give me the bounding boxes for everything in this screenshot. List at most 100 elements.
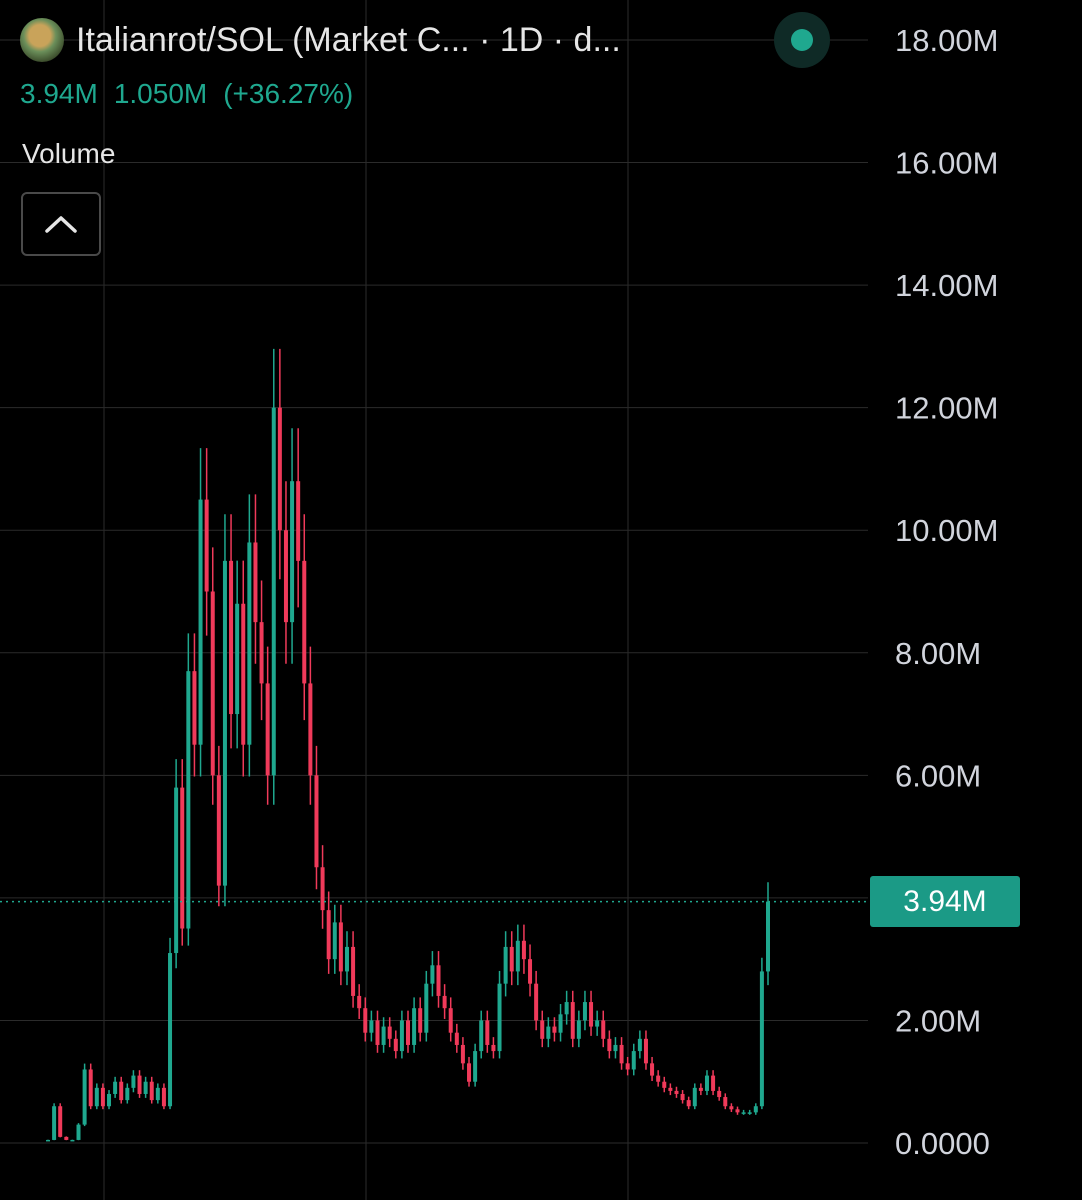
candle-body xyxy=(436,965,441,996)
candle-body xyxy=(381,1026,386,1045)
candle-body xyxy=(509,946,514,972)
candle-body xyxy=(399,1020,404,1052)
candle-body xyxy=(589,1002,594,1027)
candle-body xyxy=(235,603,240,715)
candle-body xyxy=(131,1075,136,1088)
y-tick-label: 18.00M xyxy=(895,23,998,58)
candle-body xyxy=(741,1112,746,1114)
chevron-up-icon xyxy=(45,216,77,233)
chart-header: Italianrot/SOL (Market C... · 1D · d... xyxy=(20,14,621,66)
candle-body xyxy=(704,1075,709,1091)
candle-body xyxy=(485,1020,490,1045)
candle-body xyxy=(558,1014,563,1033)
last-price-tag: 3.94M xyxy=(870,876,1020,927)
candle-body xyxy=(729,1106,734,1110)
candle-body xyxy=(125,1087,130,1101)
candle-body xyxy=(247,542,252,745)
candle-body xyxy=(168,953,173,1107)
candle-body xyxy=(204,499,209,592)
market-status-indicator[interactable] xyxy=(774,12,830,68)
candle-body xyxy=(698,1087,703,1091)
collapse-indicators-button[interactable] xyxy=(21,192,101,256)
candle-body xyxy=(735,1109,740,1113)
candle-body xyxy=(503,946,508,984)
candle-body xyxy=(406,1020,410,1045)
candle-body xyxy=(46,1139,50,1142)
candle-body xyxy=(119,1081,124,1101)
candle-body xyxy=(491,1044,496,1052)
candle-body xyxy=(601,1020,606,1039)
candle-body xyxy=(766,901,770,972)
candle-body xyxy=(656,1075,661,1082)
candle-body xyxy=(442,995,447,1009)
candle-body xyxy=(448,1008,453,1033)
candle-body xyxy=(393,1038,398,1052)
candle-body xyxy=(107,1093,112,1107)
candle-body xyxy=(155,1087,160,1101)
candle-body xyxy=(82,1069,87,1125)
candle-body xyxy=(357,995,362,1009)
candle-body xyxy=(717,1090,722,1098)
candle-body xyxy=(497,983,502,1052)
candle-body xyxy=(540,1020,545,1039)
live-status-dot-icon xyxy=(791,29,813,51)
candle-body xyxy=(650,1063,655,1076)
candle-body xyxy=(186,671,191,929)
candle-body xyxy=(424,983,429,1033)
candle-body xyxy=(613,1044,618,1052)
candle-body xyxy=(290,481,295,623)
candle-body xyxy=(161,1087,166,1107)
candle-body xyxy=(662,1081,667,1088)
candle-body xyxy=(302,560,307,684)
candle-body xyxy=(332,922,337,960)
y-tick-label: 14.00M xyxy=(895,268,998,303)
candle-body xyxy=(747,1112,752,1114)
candle-body xyxy=(271,407,276,776)
candle-body xyxy=(631,1051,636,1070)
candle-body xyxy=(180,787,185,929)
candle-body xyxy=(576,1020,581,1039)
candle-body xyxy=(229,560,234,715)
candle-body xyxy=(222,560,227,886)
candle-body xyxy=(192,671,197,745)
y-tick-label: 16.00M xyxy=(895,146,998,181)
volume-indicator-label[interactable]: Volume xyxy=(22,138,116,169)
candle-body xyxy=(711,1075,716,1091)
y-tick-label: 12.00M xyxy=(895,391,998,426)
candle-body xyxy=(546,1026,551,1039)
y-tick-label: 6.00M xyxy=(895,758,981,793)
candle-body xyxy=(58,1106,63,1137)
candle-body xyxy=(643,1038,648,1064)
candle-body xyxy=(338,922,343,972)
candle-body xyxy=(320,867,325,911)
candle-body xyxy=(149,1081,154,1101)
candle-body xyxy=(76,1124,81,1140)
candle-body xyxy=(753,1106,758,1113)
candle-body xyxy=(259,622,264,684)
candle-body xyxy=(375,1020,380,1045)
candle-body xyxy=(534,983,539,1021)
candle-body xyxy=(430,965,435,984)
candle-body xyxy=(308,683,313,776)
candle-body xyxy=(625,1063,630,1070)
y-tick-label: 8.00M xyxy=(895,636,981,671)
candle-body xyxy=(619,1044,624,1064)
candle-body xyxy=(607,1038,612,1052)
candle-body xyxy=(686,1100,691,1107)
candle-body xyxy=(723,1097,728,1107)
candle-body xyxy=(241,603,246,745)
symbol-title[interactable]: Italianrot/SOL (Market C... · 1D · d... xyxy=(76,20,621,59)
candle-body xyxy=(198,499,203,745)
candle-body xyxy=(88,1069,93,1107)
candle-body xyxy=(387,1026,392,1039)
y-tick-label: 2.00M xyxy=(895,1003,981,1038)
candle-body xyxy=(759,971,764,1107)
y-tick-label: 0.0000 xyxy=(895,1126,990,1161)
change-value: 1.050M xyxy=(113,78,208,109)
current-value: 3.94M xyxy=(20,78,98,109)
candle-body xyxy=(143,1081,148,1094)
y-tick-label: 10.00M xyxy=(895,513,998,548)
token-avatar-icon[interactable] xyxy=(20,18,64,62)
candle-body xyxy=(210,591,215,776)
